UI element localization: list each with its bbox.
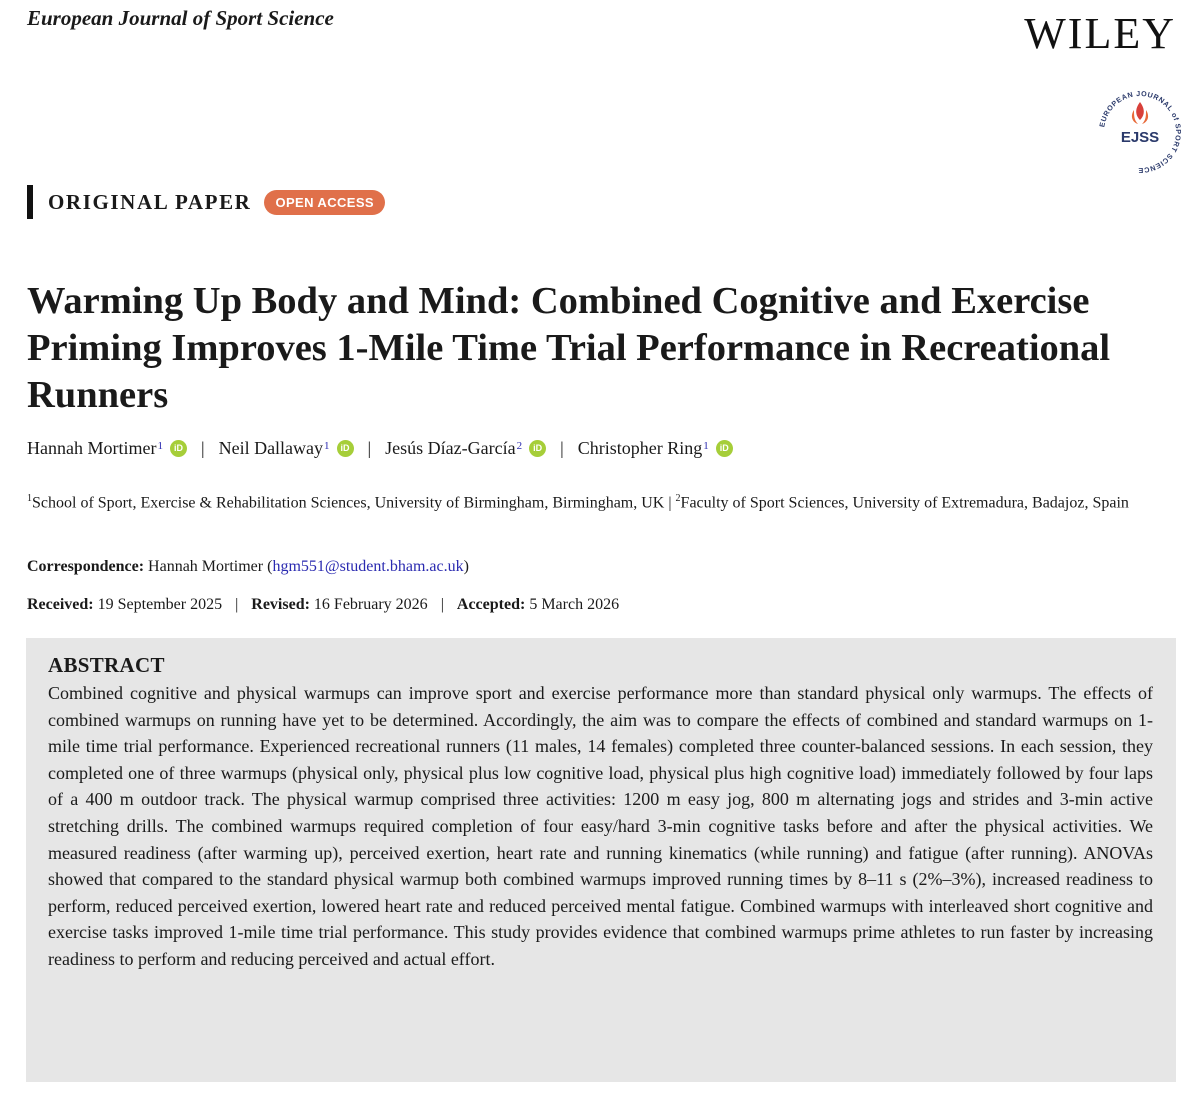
abstract-text: Combined cognitive and physical warmups …	[48, 683, 1153, 969]
affiliation-number: 1	[27, 493, 32, 504]
paper-type-row: ORIGINAL PAPER OPEN ACCESS	[27, 185, 386, 219]
correspondence: Correspondence: Hannah Mortimer (hgm551@…	[27, 558, 469, 575]
author-name[interactable]: Hannah Mortimer	[27, 438, 157, 458]
publisher-logo[interactable]: WILEY	[1024, 9, 1176, 58]
affiliation-ref[interactable]: 1	[157, 439, 163, 452]
author-separator: |	[560, 438, 564, 458]
received-date: 19 September 2025	[97, 596, 223, 613]
author-name[interactable]: Christopher Ring	[577, 438, 703, 458]
abstract-heading: ABSTRACT	[48, 653, 165, 677]
affiliation-separator: |	[664, 494, 676, 512]
paper-type: ORIGINAL PAPER	[48, 189, 252, 214]
author-separator: |	[200, 438, 205, 458]
logo-text: EJSS	[1121, 129, 1159, 146]
author: Hannah Mortimer 1 iD	[27, 438, 187, 459]
ejss-logo: EUROPEAN JOURNAL of SPORT SCIENCE EJSS	[1096, 88, 1184, 176]
journal-name: European Journal of Sport Science	[27, 6, 334, 30]
affiliation-ref[interactable]: 1	[324, 439, 330, 452]
open-access-badge[interactable]: OPEN ACCESS	[264, 189, 386, 215]
author-separator: |	[367, 438, 372, 458]
affiliation-ref[interactable]: 1	[703, 439, 709, 452]
revised-label: Revised:	[251, 596, 310, 613]
affiliation-1: School of Sport, Exercise & Rehabilitati…	[32, 494, 665, 512]
author: Jesús Díaz-García 2 iD	[385, 438, 547, 459]
orcid-icon[interactable]: iD	[529, 440, 547, 457]
correspondence-label: Correspondence:	[27, 558, 145, 575]
accepted-label: Accepted:	[456, 596, 526, 613]
correspondence-email[interactable]: hgm551@student.bham.ac.uk	[272, 558, 464, 575]
author-name[interactable]: Neil Dallaway	[218, 438, 324, 458]
author-name[interactable]: Jesús Díaz-García	[385, 438, 516, 458]
author-list: Hannah Mortimer 1 iD | Neil Dallaway 1 iD | …	[27, 438, 733, 459]
author: Neil Dallaway 1 iD	[219, 438, 354, 459]
abstract-section: ABSTRACT Combined cognitive and physical…	[26, 638, 1176, 1082]
affiliation-ref[interactable]: 2	[516, 439, 523, 452]
author: Christopher Ring 1 iD	[578, 438, 733, 459]
received-label: Received:	[27, 596, 94, 613]
article-title: Warming Up Body and Mind: Combined Cogni…	[27, 280, 1111, 416]
orcid-icon[interactable]: iD	[169, 440, 187, 457]
revised-date: 16 February 2026	[313, 596, 428, 613]
correspondence-name: Hannah Mortimer	[148, 558, 264, 575]
paper-type-bar	[27, 185, 33, 219]
affiliation-2: Faculty of Sport Sciences, University of…	[680, 494, 1129, 512]
orcid-icon[interactable]: iD	[336, 440, 354, 457]
affiliation-number: 2	[675, 493, 681, 504]
affiliations: 1School of Sport, Exercise & Rehabilitat…	[27, 486, 1172, 516]
publication-dates: Received: 19 September 2025 | Revised: 1…	[27, 596, 619, 614]
date-separator: |	[440, 596, 444, 613]
date-separator: |	[235, 596, 239, 613]
orcid-icon[interactable]: iD	[715, 440, 733, 457]
accepted-date: 5 March 2026	[529, 596, 620, 613]
